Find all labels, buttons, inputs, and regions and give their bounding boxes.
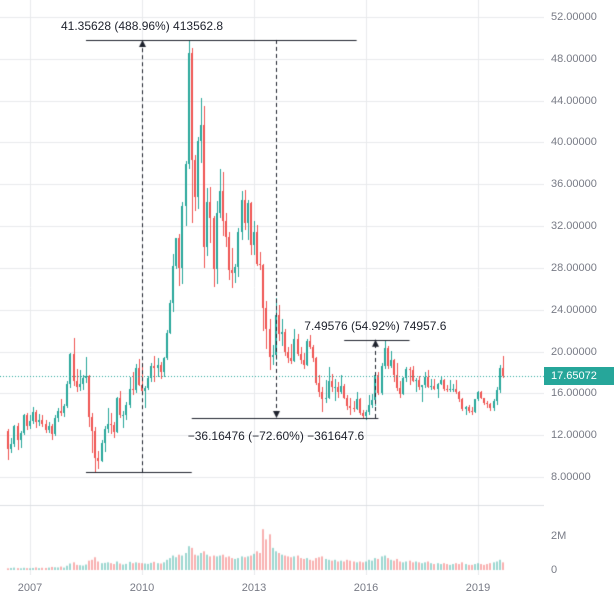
year-tick-label: 2010 [129, 582, 155, 594]
price-tick-label: 44.00000 [551, 94, 597, 107]
price-tick-label: 36.00000 [551, 178, 597, 191]
year-tick-label: 2013 [241, 582, 267, 594]
volume-tick-label: 0 [551, 564, 558, 576]
price-tick-label: 20.00000 [551, 345, 597, 358]
price-tick-label: 12.00000 [551, 429, 597, 442]
year-tick-label: 2007 [17, 582, 43, 594]
price-tick-label: 52.00000 [551, 11, 597, 24]
price-tick-label: 40.00000 [551, 136, 597, 149]
price-tick-label: 28.00000 [551, 261, 597, 274]
price-tick-label: 8.00000 [551, 471, 591, 484]
price-tick-label: 32.00000 [551, 220, 597, 233]
year-tick-label: 2019 [465, 582, 491, 594]
price-tick-label: 24.00000 [551, 303, 597, 316]
price-tick-label: 16.00000 [551, 387, 597, 400]
last-price-badge: 17.65072 [544, 367, 614, 386]
price-axis[interactable]: 52.00000 48.00000 44.00000 40.00000 36.00000… [544, 0, 614, 603]
measure-label-rise-1[interactable]: 41.35628 (488.96%) 413562.8 [60, 18, 224, 33]
year-tick-label: 2016 [353, 582, 379, 594]
volume-tick-label: 2M [551, 530, 567, 542]
measure-label-drop[interactable]: −36.16476 (−72.60%) −361647.6 [187, 428, 365, 443]
time-axis[interactable]: 2007 2010 2013 2016 2019 [0, 575, 544, 603]
measure-label-rise-2[interactable]: 7.49576 (54.92%) 74957.6 [304, 318, 447, 333]
price-tick-label: 48.00000 [551, 52, 597, 65]
